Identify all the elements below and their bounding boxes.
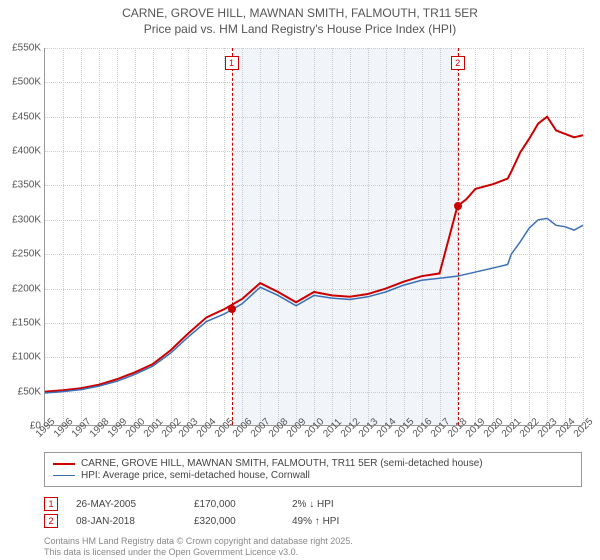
legend-label: CARNE, GROVE HILL, MAWNAN SMITH, FALMOUT… [81,458,483,469]
sale-marker-dot [228,305,236,313]
y-axis-label: £100K [1,352,41,363]
sale-marker-badge: 2 [451,56,465,70]
gridline-v [583,48,584,425]
series-line [45,117,583,392]
legend: CARNE, GROVE HILL, MAWNAN SMITH, FALMOUT… [44,452,582,487]
y-axis-label: £50K [1,386,41,397]
sales-table: 1 26-MAY-2005 £170,000 2% ↓ HPI 2 08-JAN-2018… [44,494,582,531]
y-axis-label: £450K [1,111,41,122]
title-line-2: Price paid vs. HM Land Registry's House … [10,22,590,38]
y-axis-label: £150K [1,317,41,328]
line-svg [45,48,582,425]
sale-date: 26-MAY-2005 [76,499,176,510]
footer-attribution: Contains HM Land Registry data © Crown c… [44,536,353,558]
sale-marker-badge: 1 [225,56,239,70]
legend-item: CARNE, GROVE HILL, MAWNAN SMITH, FALMOUT… [53,458,573,469]
legend-swatch [53,475,75,476]
chart-title: CARNE, GROVE HILL, MAWNAN SMITH, FALMOUT… [0,0,600,39]
title-line-1: CARNE, GROVE HILL, MAWNAN SMITH, FALMOUT… [10,6,590,22]
sale-diff: 2% ↓ HPI [292,499,372,510]
sale-date: 08-JAN-2018 [76,516,176,527]
sale-row: 2 08-JAN-2018 £320,000 49% ↑ HPI [44,514,582,528]
y-axis-label: £250K [1,249,41,260]
y-axis-label: £500K [1,77,41,88]
plot-area: £0£50K£100K£150K£200K£250K£300K£350K£400… [44,48,582,426]
legend-item: HPI: Average price, semi-detached house,… [53,470,573,481]
sale-diff: 49% ↑ HPI [292,516,372,527]
sale-marker-dot [454,202,462,210]
y-axis-label: £400K [1,146,41,157]
sale-badge: 2 [44,514,58,528]
sale-marker-line [232,48,233,425]
legend-swatch [53,463,75,465]
footer-line-1: Contains HM Land Registry data © Crown c… [44,536,353,547]
series-line [45,218,583,393]
footer-line-2: This data is licensed under the Open Gov… [44,547,353,558]
sale-price: £170,000 [194,499,274,510]
y-axis-label: £200K [1,283,41,294]
y-axis-label: £300K [1,214,41,225]
sale-marker-line [458,48,459,425]
sale-row: 1 26-MAY-2005 £170,000 2% ↓ HPI [44,497,582,511]
sale-price: £320,000 [194,516,274,527]
legend-label: HPI: Average price, semi-detached house,… [81,470,310,481]
y-axis-label: £550K [1,43,41,54]
sale-badge: 1 [44,497,58,511]
chart-container: CARNE, GROVE HILL, MAWNAN SMITH, FALMOUT… [0,0,600,560]
y-axis-label: £350K [1,180,41,191]
